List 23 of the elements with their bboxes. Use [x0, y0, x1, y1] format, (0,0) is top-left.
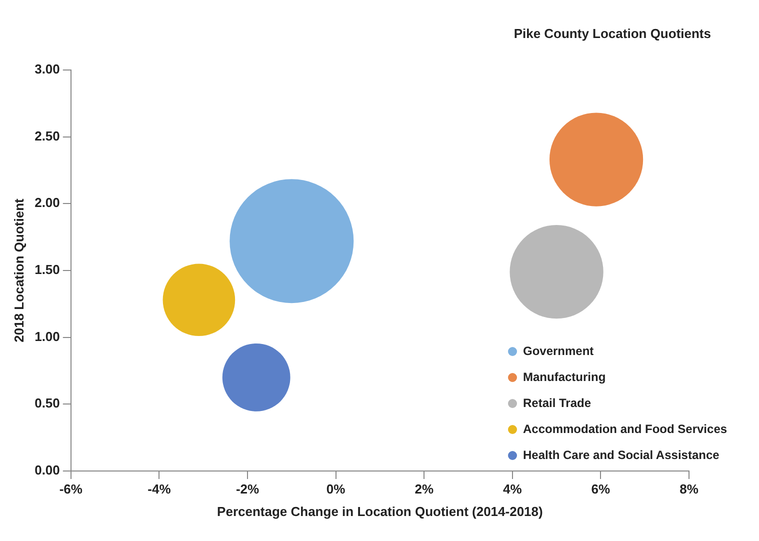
- x-tick-label: 6%: [591, 481, 611, 496]
- y-tick-label: 1.00: [34, 328, 60, 344]
- y-axis-title: 2018 Location Quotient: [11, 198, 26, 342]
- x-axis-title: Percentage Change in Location Quotient (2014-2018): [217, 504, 543, 519]
- y-tick-label: 2.50: [34, 128, 60, 144]
- x-tick-label: -4%: [148, 481, 172, 496]
- y-tick-label: 0.50: [34, 396, 60, 411]
- y-tick-label: 0.00: [34, 462, 60, 478]
- legend-label: Government: [523, 344, 594, 358]
- x-tick-label: 4%: [503, 481, 522, 496]
- legend-label: Health Care and Social Assistance: [523, 448, 720, 462]
- y-tick-label: 3.00: [34, 62, 60, 77]
- legend-label: Retail Trade: [523, 396, 592, 410]
- y-tick-label: 1.50: [34, 262, 60, 278]
- y-tick-label: 2.00: [34, 195, 60, 210]
- x-tick-label: -6%: [59, 481, 83, 496]
- chart-title: Pike County Location Quotients: [514, 26, 711, 41]
- x-tick-label: 8%: [680, 481, 699, 496]
- legend-label: Manufacturing: [523, 370, 606, 384]
- x-tick-label: 2%: [414, 481, 434, 496]
- x-tick-label: 0%: [326, 481, 346, 496]
- legend-label: Accommodation and Food Services: [523, 422, 728, 436]
- x-tick-label: -2%: [236, 481, 260, 496]
